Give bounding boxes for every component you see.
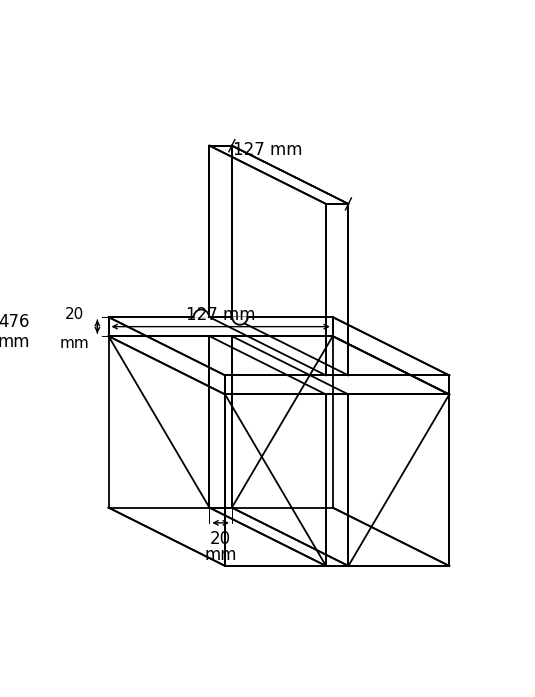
Text: 127 mm: 127 mm: [233, 141, 302, 159]
Text: 476: 476: [0, 313, 30, 331]
Text: 20: 20: [65, 307, 85, 322]
Text: mm: mm: [204, 546, 237, 564]
Text: 127 mm: 127 mm: [186, 307, 255, 324]
Text: mm: mm: [60, 336, 90, 351]
Polygon shape: [194, 309, 209, 317]
Text: mm: mm: [0, 333, 30, 351]
Text: 20: 20: [210, 530, 231, 548]
Polygon shape: [232, 317, 248, 325]
